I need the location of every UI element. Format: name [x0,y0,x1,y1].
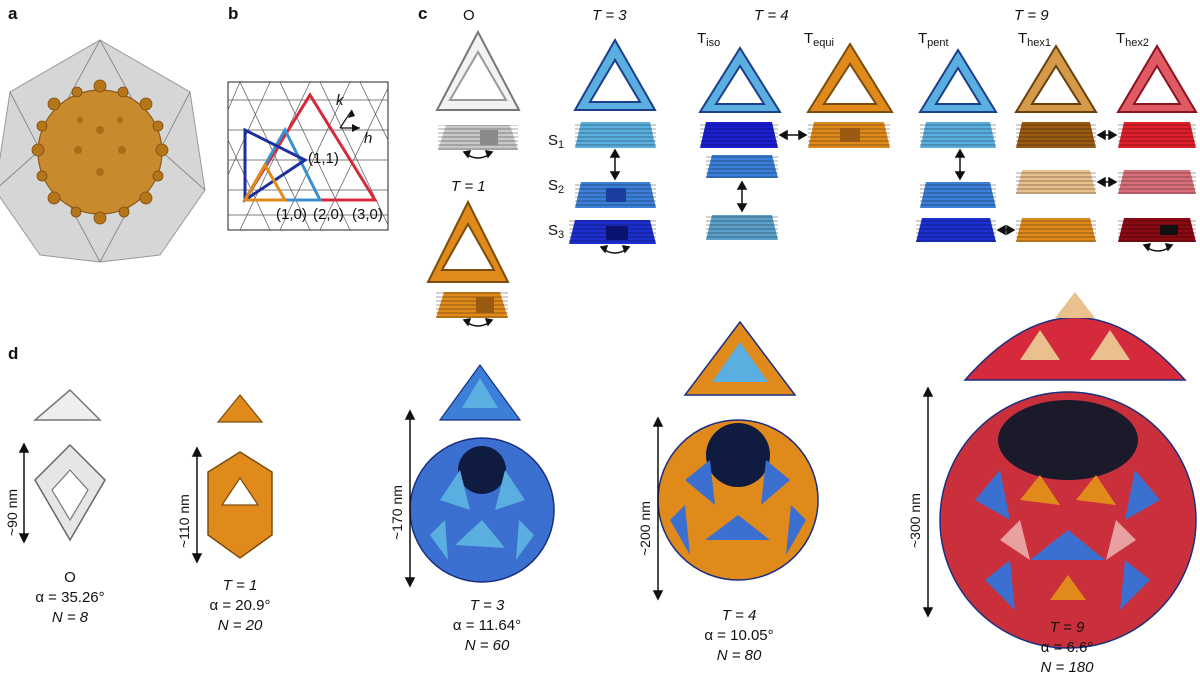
axis-h-label: h [364,130,373,147]
col-header-T4: T = 4 [754,7,789,24]
edge-slab-Tpent-S2 [920,182,996,208]
triangle-monomer-O [435,29,521,111]
axis-k-label: k [336,92,344,109]
size-scale-bars [18,386,934,618]
caption-T1-name: T = 1 [222,577,258,594]
icosahedron-virus-illustration [0,39,206,263]
panel-label-b: b [228,4,239,23]
caption-T3-name: T = 3 [469,597,505,614]
caption-T3: T = 3 α = 11.64° N = 60 [432,596,542,656]
edge-slab-Tpent-S3 [916,218,996,242]
lattice-point-1-0: (1,0) [276,206,307,223]
edge-slab-T1 [436,292,508,318]
assembly-T9 [939,292,1197,649]
caption-T4: T = 4 α = 10.05° N = 80 [684,606,794,666]
row-label-S3: S3 [548,222,565,241]
caption-O-n: N = 8 [51,609,89,626]
sub-header-Tiso: Tiso [697,30,721,49]
size-label-O: ~90 nm [4,488,20,536]
triangle-monomer-Tpent [918,48,998,113]
sub-header-Tpent: Tpent [918,30,949,49]
row-label-S1: S1 [548,132,565,151]
triangle-monomer-T1 [426,199,510,283]
edge-slab-Thex1-S1 [1016,122,1096,148]
size-label-T4: ~200 nm [637,501,653,556]
edge-slab-Thex2-S3 [1118,218,1196,242]
assembly-T4 [657,320,819,581]
caption-O-name: O [64,569,76,586]
edge-slab-O [438,125,518,150]
triangle-monomer-Thex1 [1014,44,1098,113]
caption-O-alpha: α = 35.26° [35,589,105,606]
sub-header-Thex1: Thex1 [1018,30,1052,49]
caption-T1: T = 1 α = 20.9° N = 20 [190,576,290,636]
col-header-T3: T = 3 [592,7,627,24]
panel-label-c: c [418,4,428,23]
triangle-monomer-Thex2 [1116,44,1198,113]
triangle-monomer-T3 [573,37,657,111]
size-label-T9: ~300 nm [907,493,923,548]
edge-slab-T3-S3 [569,220,656,244]
size-label-T1: ~110 nm [176,494,192,548]
edge-slab-Tiso-S1 [700,122,778,148]
caption-T9: T = 9 α = 6.6° N = 180 [1012,618,1122,678]
col-header-T9: T = 9 [1014,7,1049,24]
triangle-monomer-Tequi [806,42,894,113]
assembly-T1 [207,394,273,559]
edge-slab-Tiso-S2 [706,155,778,178]
edge-slab-Thex1-S3 [1016,218,1096,242]
caption-T4-n: N = 80 [716,647,762,664]
caption-O: O α = 35.26° N = 8 [20,568,120,628]
edge-slab-Thex1-S2 [1016,170,1096,194]
lattice-point-3-0: (3,0) [352,206,383,223]
triangle-monomer-Tiso [698,46,782,113]
edge-slab-T3-S1 [575,122,656,148]
edge-slab-Thex2-S2 [1118,170,1196,194]
assembly-O [32,388,106,542]
caption-T4-alpha: α = 10.05° [704,627,774,644]
edge-slab-T3-S2 [575,182,656,208]
col-header-O: O [463,7,475,24]
panel-label-d: d [8,344,19,363]
assembly-T3 [409,363,555,583]
interaction-arrows [462,129,1174,327]
caption-T3-n: N = 60 [464,637,510,654]
lattice-point-2-0: (2,0) [313,206,344,223]
caption-T1-n: N = 20 [217,617,263,634]
caption-T9-name: T = 9 [1049,619,1085,636]
lattice-point-1-1: (1,1) [308,150,339,167]
edge-slab-Tiso-S3 [706,215,778,240]
caption-T1-alpha: α = 20.9° [209,597,271,614]
edge-slab-Tequi-S1 [808,122,890,148]
caption-T4-name: T = 4 [721,607,757,624]
row-label-S2: S2 [548,177,565,196]
edge-slab-Tpent-S1 [920,122,996,148]
sub-header-Thex2: Thex2 [1116,30,1150,49]
col-header-T1: T = 1 [451,178,486,195]
caption-T3-alpha: α = 11.64° [452,617,522,634]
sub-header-Tequi: Tequi [804,30,834,49]
caption-T9-alpha: α = 6.6° [1040,639,1094,656]
edge-slab-Thex2-S1 [1118,122,1196,148]
size-label-T3: ~170 nm [389,485,405,540]
panel-label-a: a [8,4,18,23]
caption-T9-n: N = 180 [1040,659,1094,676]
